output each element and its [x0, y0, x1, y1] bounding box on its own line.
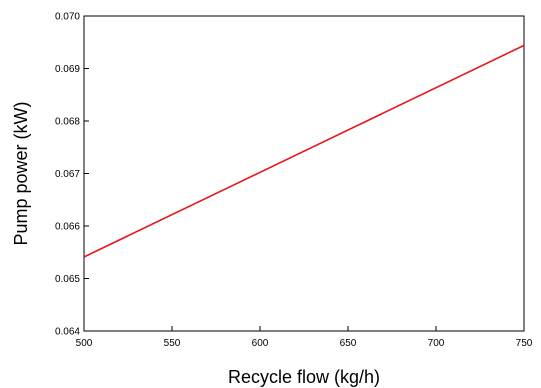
x-tick-label: 600 — [252, 338, 269, 349]
x-tick-label: 650 — [340, 338, 357, 349]
x-axis-title: Recycle flow (kg/h) — [228, 367, 380, 387]
x-tick-label: 750 — [516, 338, 533, 349]
series-layer — [83, 44, 525, 258]
series-line — [83, 44, 525, 258]
y-axis: 0.064 0.065 0.066 0.067 0.068 0.069 0.070 — [55, 12, 89, 338]
y-axis-title: Pump power (kW) — [11, 101, 31, 245]
x-tick-label: 700 — [428, 338, 445, 349]
y-tick-label: 0.070 — [55, 12, 80, 23]
x-tick-label: 550 — [164, 338, 181, 349]
y-tick-label: 0.069 — [55, 64, 80, 75]
y-tick-label: 0.067 — [55, 169, 80, 180]
y-tick-label: 0.066 — [55, 222, 80, 233]
y-tick-label: 0.065 — [55, 274, 80, 285]
y-tick-label: 0.068 — [55, 117, 80, 128]
x-axis: 500 550 600 650 700 750 — [76, 326, 533, 349]
plot-area — [83, 15, 525, 332]
x-tick-label: 500 — [76, 338, 93, 349]
y-tick-label: 0.064 — [55, 327, 80, 338]
